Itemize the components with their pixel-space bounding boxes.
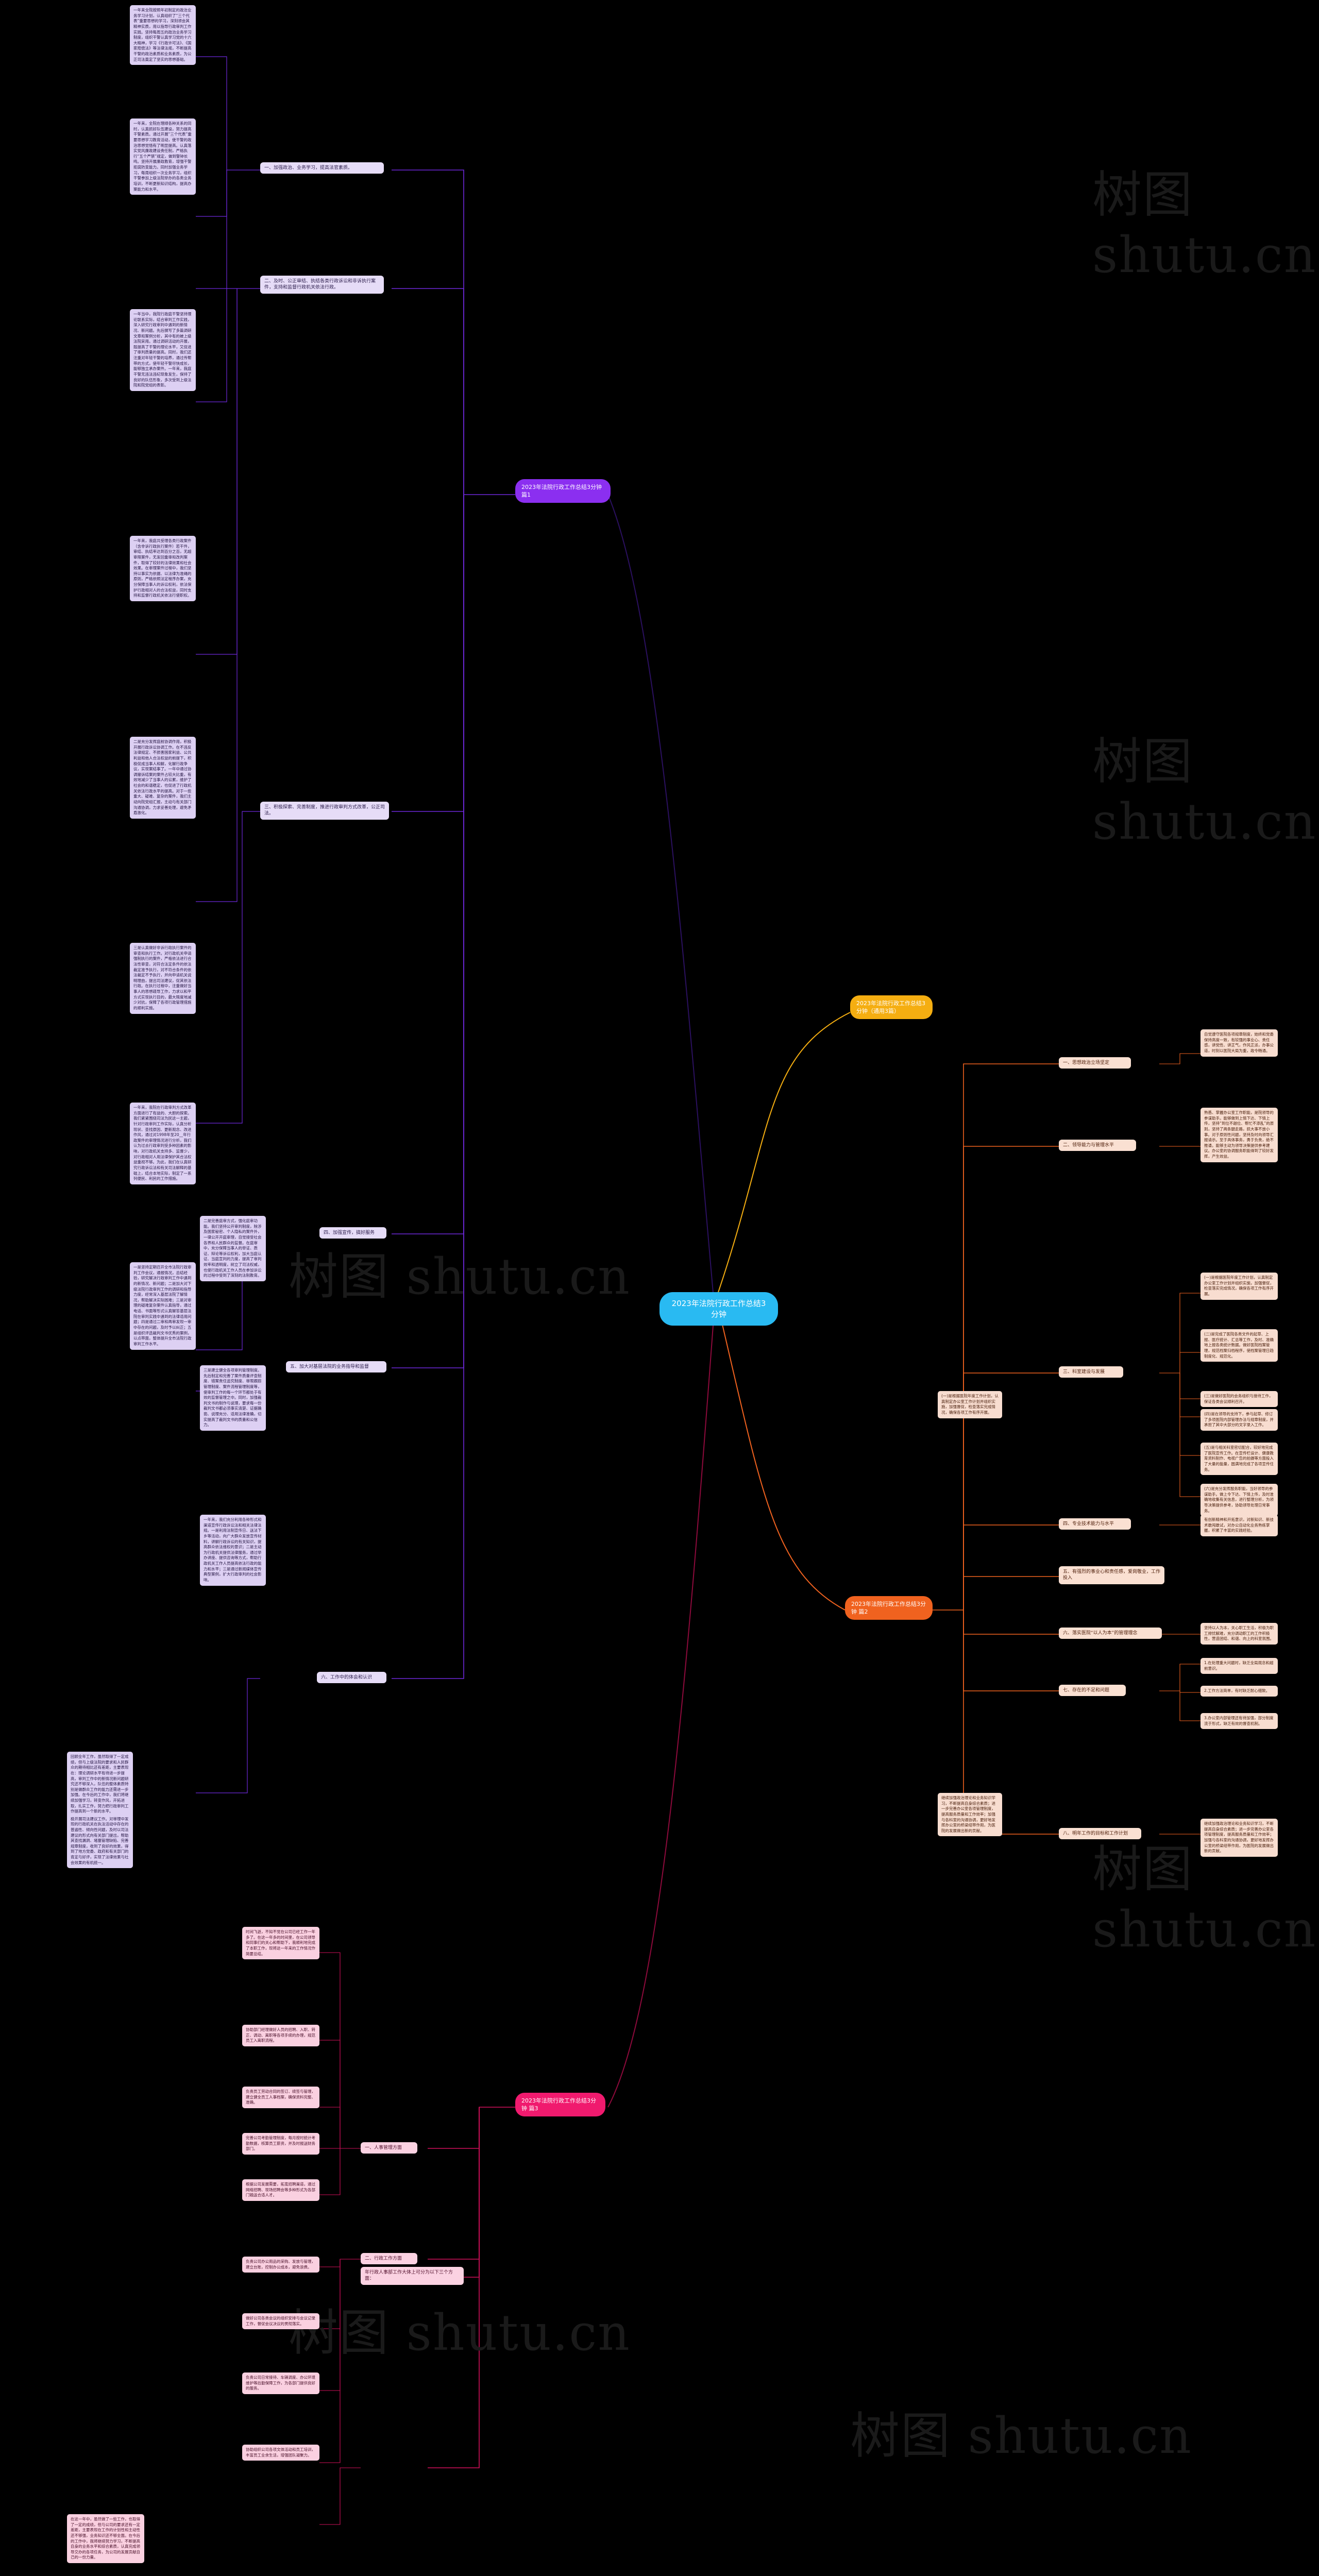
leaf-node[interactable]: 时间飞逝，不知不觉在公司已经工作一年多了。在这一年多的时间里，在公司领导和同事们… [242, 1927, 319, 1960]
sub-node-3-2[interactable]: 二、领导能力与管理水平 [1059, 1140, 1136, 1151]
sub-node-1-3[interactable]: 三、积极探索、完善制度，推进行政审判方式改革，公正司法。 [260, 802, 389, 820]
sub-node-3-4[interactable]: 四、专业技术能力与水平 [1059, 1518, 1131, 1530]
sub-node-3-3[interactable]: 三、科室建设与发展 [1059, 1366, 1123, 1378]
watermark: 树图 shutu.cn [1092, 166, 1317, 284]
watermark: 树图 shutu.cn [850, 2407, 1192, 2465]
leaf-node[interactable]: (二)是完成了医院各类文件的起草、上报、医疗统计、汇总等工作，及时、准确地上报各… [1200, 1329, 1278, 1362]
leaf-node[interactable]: 负责公司日常接待、车辆调度、办公环境维护等后勤保障工作，为各部门提供良好的服务。 [242, 2372, 319, 2394]
branch-node-2[interactable]: 2023年法院行政工作总结3分钟（通用3篇） [850, 995, 933, 1020]
leaf-node[interactable]: 继续加强政治理论和业务知识学习，不断提高自身综合素质；进一步完善办公室各项管理制… [1200, 1819, 1278, 1857]
leaf-node[interactable]: 回顾全年工作，虽然取得了一定成绩，但与上级法院的要求和人民群众的期待相比还有差距… [67, 1752, 133, 1818]
leaf-node[interactable]: (一)是根据医院年度工作计划，认真制定办公室工作计划并组织实施，加强督促，检查落… [1200, 1273, 1278, 1300]
leaf-node[interactable]: 一年来，我院在行政审判方式改革方面进行了有益的、大胆的探索。我们紧紧围绕司法为民… [130, 1103, 196, 1184]
leaf-node[interactable]: 做好公司各类会议的组织安排与会议记录工作，督促会议决议的贯彻落实。 [242, 2313, 319, 2330]
leaf-node[interactable]: 二是充分发挥庭前协调作用，积极开展行政诉讼协调工作。在不违反法律规定、不损害国家… [130, 737, 196, 819]
sub-node-3-1[interactable]: 一、思想政治立场坚定 [1059, 1057, 1131, 1069]
leaf-node[interactable]: 二是完善庭审方式，强化庭审功能。我们坚持公开审判制度，除涉及国家秘密、个人隐私的… [200, 1216, 266, 1282]
sub-node-4-1[interactable]: 一、人事管理方面 [361, 2142, 417, 2154]
leaf-node[interactable]: (三)是做好医院的会务组织与接待工作，保证各类会议顺利召开。 [1200, 1391, 1278, 1408]
sub-node-1-5[interactable]: 五、加大对基层法院的业务指导和监督 [286, 1361, 386, 1373]
sub-node-3-7[interactable]: 七、存在的不足和问题 [1059, 1685, 1126, 1697]
sub-node-4-3[interactable]: 年行政人事部工作大体上可分为以下三个方面： [361, 2267, 464, 2285]
leaf-node[interactable]: (六)是充分发挥服务职能，当好领导的参谋助手。做上令下达、下情上传，及时准确地收… [1200, 1484, 1278, 1517]
sub-node-3-5[interactable]: 五、有强烈的事业心和责任感，爱岗敬业，工作投入 [1059, 1566, 1164, 1584]
leaf-node[interactable]: 三是认真做好非诉行政执行案件的审查和执行工作。对行政机关申请强制执行的案件，严格… [130, 943, 196, 1014]
leaf-node[interactable]: 一年来，我们充分利用各种形式和渠道宣传行政诉讼法和相关法律法规。一是利用法制宣传… [200, 1515, 266, 1586]
sub-node-1-4[interactable]: 四、加强宣传，搞好服务 [319, 1227, 386, 1239]
leaf-node-summary[interactable]: (一)是根据医院年度工作计划，认真制定办公室工作计划并组织实施，加强督促，检查落… [938, 1391, 1002, 1418]
leaf-node[interactable]: 同时，我们注重延伸审判职能，积极开展司法建议工作。对审理中发现的行政机关在执法活… [67, 1808, 133, 1869]
leaf-node[interactable]: 协助组织公司各项文体活动和员工培训，丰富员工业余生活，增强团队凝聚力。 [242, 2445, 319, 2461]
leaf-node[interactable]: 负责员工劳动合同的签订、续签与管理，建立健全员工人事档案，确保资料完整、准确。 [242, 2087, 319, 2108]
leaf-node[interactable]: 一年来，我庭共受理各类行政案件（含非诉行政执行案件）若干件，审结、执结率达到百分… [130, 536, 196, 602]
leaf-node[interactable]: 一是坚持定期召开全市法院行政审判工作会议，通报情况，总结经验，研究解决行政审判工… [130, 1262, 196, 1350]
leaf-node[interactable]: 2.工作方法简单，有时缺乏耐心细致。 [1200, 1686, 1278, 1697]
leaf-node[interactable]: 3.办公室内部管理还有待加强，部分制度流于形式，缺乏有效的督查机制。 [1200, 1713, 1278, 1730]
leaf-node[interactable]: 一年当中，我院行政庭干警坚持理论联系实际，结合审判工作实践，深入研究行政审判中遇… [130, 309, 196, 391]
leaf-node[interactable]: 根据公司发展需要，拓宽招聘渠道，通过网络招聘、现场招聘会等多种形式为各部门输送合… [242, 2179, 319, 2201]
sub-node-3-8[interactable]: 八、明年工作的目标和工作计划 [1059, 1828, 1141, 1840]
leaf-node[interactable]: 负责公司办公用品的采购、发放与管理，建立台账，控制办公成本，避免浪费。 [242, 2257, 319, 2273]
leaf-node[interactable]: (五)是与相关科室密切配合，较好地完成了医院宣传工作。在宣传栏设计、健康教育资料… [1200, 1443, 1278, 1476]
sub-node-4-2[interactable]: 二、行政工作方面 [361, 2253, 417, 2265]
leaf-node-summary[interactable]: 继续加强政治理论和业务知识学习，不断提高自身综合素质；进一步完善办公室各项管理制… [938, 1793, 1002, 1837]
leaf-node[interactable]: 坚持以人为本，关心职工生活，积极为职工排忧解难，充分调动职工的工作积极性，营造团… [1200, 1623, 1278, 1645]
sub-node-3-6[interactable]: 六、落实医院“以人为本”的管理理念 [1059, 1628, 1162, 1639]
sub-node-1-6[interactable]: 六、工作中的体会和认识 [317, 1672, 386, 1684]
watermark: 树图 shutu.cn [289, 2304, 631, 2362]
leaf-node[interactable]: 协助部门经理做好人员的招聘、入职、转正、调动、离职等各项手续的办理，规范员工入离… [242, 2025, 319, 2046]
leaf-node[interactable]: 在这一年中，虽然做了一些工作，也取得了一定的成绩，但与公司的要求还有一定差距，主… [67, 2514, 144, 2564]
root-node[interactable]: 2023年法院行政工作总结3分钟 [660, 1292, 778, 1326]
branch-node-3[interactable]: 2023年法院行政工作总结3分钟 篇2 [845, 1596, 933, 1620]
leaf-node[interactable]: 1.在处理重大问题时，缺乏全局观念和超前意识。 [1200, 1658, 1278, 1674]
leaf-node[interactable]: 有创新精神和开拓意识，对新知识、新技术敢闯敢试，对办公自动化业务熟练掌握，积累了… [1200, 1515, 1278, 1536]
leaf-node[interactable]: (四)是在领导的支持下，参与起草、修订了多项医院内部管理办法与规章制度，并承担了… [1200, 1409, 1278, 1431]
branch-node-4[interactable]: 2023年法院行政工作总结3分钟 篇3 [515, 2093, 605, 2117]
sub-node-1-1[interactable]: 一、加强政治、业务学习，提高法官素质。 [260, 162, 384, 174]
leaf-node[interactable]: 熟悉、掌握办公室工作职能，是院领导的参谋助手。能够做到上情下达、下情上传，坚持“… [1200, 1108, 1278, 1162]
leaf-node[interactable]: 完善公司考勤管理制度，每月按时统计考勤数据，核算员工薪资，并及时报送财务部门。 [242, 2133, 319, 2155]
leaf-node[interactable]: 自觉遵守医院各项规章制度，始终和党委保持高度一致，有较强的事业心、责任感，讲党性… [1200, 1029, 1278, 1057]
watermark: 树图 shutu.cn [289, 1248, 631, 1306]
sub-node-1-2[interactable]: 二、及时、公正审结、执结各类行政诉讼和非诉执行案件，支持和监督行政机关依法行政。 [260, 276, 384, 294]
branch-node-1[interactable]: 2023年法院行政工作总结3分钟 篇1 [515, 479, 611, 503]
leaf-node[interactable]: 一年来全院按照年初制定的政治业务学习计划，认真组织了“三个代表”重要思想的学习，… [130, 5, 196, 65]
watermark: 树图 shutu.cn [1092, 733, 1317, 851]
leaf-node[interactable]: 三是建立健全各项审判管理制度。先后制定和完善了案件质量评查制度、错案责任追究制度… [200, 1365, 266, 1431]
leaf-node[interactable]: 一年来，全院在理顺各种关系的同时，认真抓好队伍建设，努力提高干警素质。通过开展“… [130, 118, 196, 195]
